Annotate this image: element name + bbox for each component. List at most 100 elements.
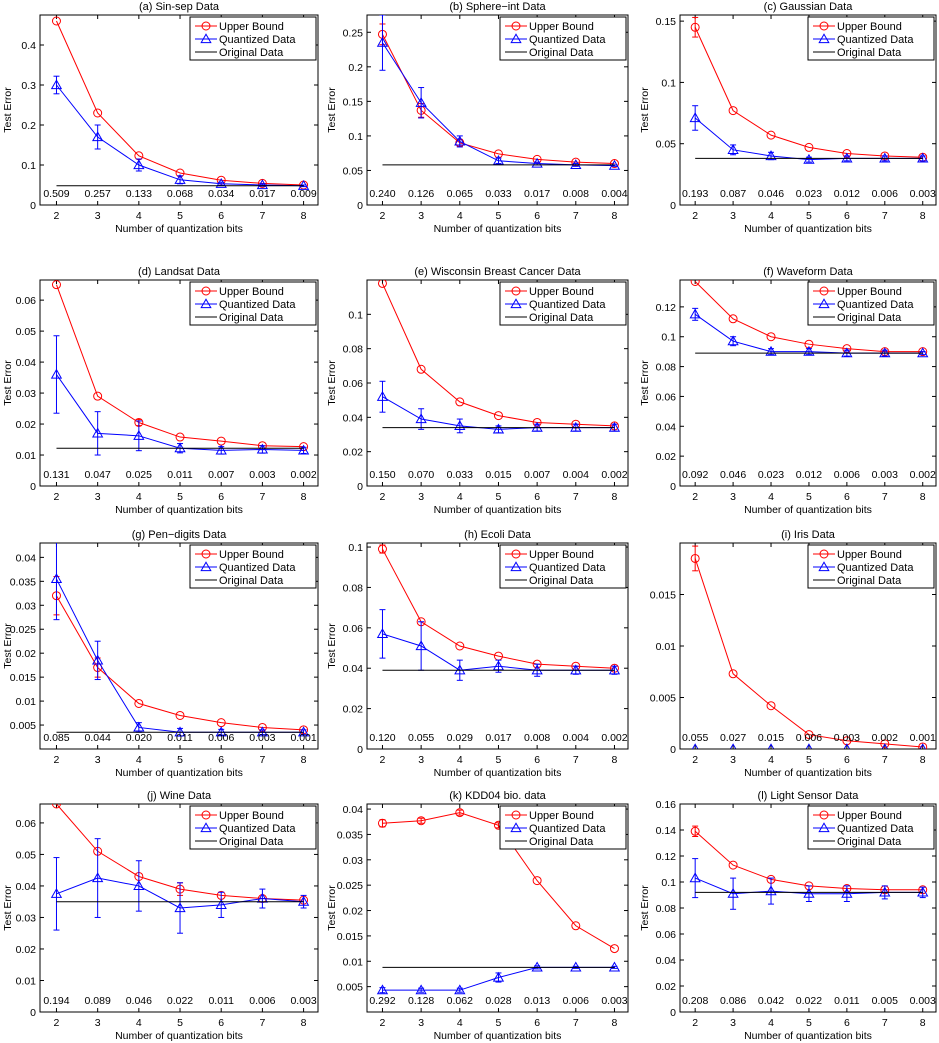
y-tick-label: 0.03: [16, 388, 37, 400]
bound-value-label: 0.193: [682, 188, 708, 200]
upper-bound-marker: [377, 818, 387, 828]
x-tick-label: 4: [136, 210, 142, 222]
quantized-marker: [256, 443, 269, 454]
quantized-marker: [297, 444, 310, 455]
x-tick-label: 5: [806, 754, 812, 766]
x-tick-label: 2: [380, 491, 386, 503]
legend-label: Quantized Data: [837, 34, 914, 46]
y-tick-label: 0.06: [16, 818, 37, 830]
y-tick-label: 0.1: [348, 309, 363, 321]
y-tick-label: 0.035: [10, 576, 36, 588]
x-tick-label: 5: [496, 754, 502, 766]
y-tick-label: 0.005: [650, 693, 676, 705]
y-axis-label: Test Error: [639, 360, 651, 406]
quantized-marker: [818, 33, 830, 44]
bound-value-label: 0.001: [910, 732, 936, 744]
quantized-marker: [917, 886, 929, 897]
y-tick-label: 0.06: [343, 623, 364, 635]
plot-content: [689, 16, 929, 164]
bound-value-label: 0.003: [910, 995, 936, 1007]
legend-label: Original Data: [529, 575, 594, 587]
y-axis-label: Test Error: [639, 87, 651, 133]
x-tick-label: 6: [218, 754, 224, 766]
quantized-marker: [297, 726, 310, 737]
plot-content: [690, 545, 928, 749]
x-tick-label: 7: [259, 1017, 265, 1029]
quantized-marker: [841, 347, 853, 358]
plot-area: [679, 14, 937, 206]
quantized-marker: [803, 153, 815, 164]
plot-content: [376, 808, 621, 995]
y-tick-label: 0.02: [16, 648, 37, 660]
y-axis-label: Test Error: [2, 623, 14, 669]
upper-bound-marker: [201, 286, 211, 296]
quantized-marker: [50, 888, 63, 898]
bound-value-label: 0.046: [758, 188, 784, 200]
quantized-marker: [415, 640, 427, 651]
bound-value-label: 0.023: [758, 469, 784, 481]
bound-value-label: 0.012: [834, 188, 860, 200]
y-tick-label: 0.01: [16, 450, 37, 462]
upper-bound-marker: [766, 130, 776, 140]
upper-bound-marker: [134, 698, 144, 708]
x-tick-label: 8: [301, 210, 307, 222]
upper-bound-marker: [201, 21, 211, 31]
x-tick-label: 8: [301, 754, 307, 766]
y-tick-label: 0: [30, 1007, 36, 1019]
legend-label: Quantized Data: [529, 34, 606, 46]
quantized-marker: [570, 664, 582, 675]
plot-area: [39, 14, 319, 206]
y-tick-label: 0.02: [16, 944, 37, 956]
bound-value-label: 0.022: [167, 995, 193, 1007]
quantized-marker: [727, 144, 739, 154]
legend-label: Quantized Data: [529, 562, 606, 574]
chart-title: (l) Light Sensor Data: [758, 790, 860, 802]
x-tick-label: 7: [573, 754, 579, 766]
bound-value-label: 0.240: [369, 188, 395, 200]
x-tick-label: 8: [612, 754, 618, 766]
x-tick-label: 7: [573, 1017, 579, 1029]
chart-title: (b) Sphere−int Data: [449, 1, 546, 13]
x-tick-label: 2: [54, 754, 60, 766]
x-tick-label: 8: [301, 1017, 307, 1029]
bound-value-label: 0.013: [524, 995, 550, 1007]
bound-value-label: 0.027: [720, 732, 746, 744]
quantized-marker: [570, 421, 582, 432]
plot-area: [39, 803, 319, 1013]
x-axis-label: Number of quantization bits: [434, 504, 562, 516]
x-tick-label: 6: [844, 1017, 850, 1029]
y-tick-label: 0: [357, 481, 363, 493]
x-tick-label: 3: [418, 491, 424, 503]
quantized-marker: [510, 33, 522, 44]
bound-value-label: 0.092: [682, 469, 708, 481]
legend-label: Original Data: [837, 47, 902, 59]
x-tick-label: 6: [534, 1017, 540, 1029]
plot-area: [366, 803, 629, 1013]
bound-value-label: 0.001: [290, 732, 316, 744]
legend-label: Upper Bound: [219, 21, 284, 33]
y-tick-label: 0.01: [343, 956, 364, 968]
x-tick-label: 8: [920, 754, 926, 766]
bound-value-label: 0.006: [872, 188, 898, 200]
y-tick-label: 0.15: [656, 16, 677, 28]
y-tick-label: 0.06: [656, 929, 677, 941]
bound-value-label: 0.131: [43, 469, 69, 481]
bound-value-label: 0.055: [682, 732, 708, 744]
bound-value-label: 0.085: [43, 732, 69, 744]
x-tick-label: 6: [844, 491, 850, 503]
bound-value-label: 0.003: [601, 995, 627, 1007]
y-tick-label: 0.06: [343, 378, 364, 390]
upper-bound-marker: [532, 876, 542, 886]
y-axis-label: Test Error: [326, 360, 338, 406]
bound-value-label: 0.068: [167, 188, 193, 200]
legend-label: Upper Bound: [219, 286, 284, 298]
bound-value-label: 0.028: [485, 995, 511, 1007]
upper-bound-marker: [377, 544, 387, 554]
upper-bound-marker: [819, 810, 829, 820]
y-tick-label: 0: [30, 481, 36, 493]
quantized-marker: [608, 961, 621, 972]
x-tick-label: 2: [54, 1017, 60, 1029]
quantized-marker: [133, 721, 145, 732]
x-tick-label: 4: [457, 1017, 463, 1029]
